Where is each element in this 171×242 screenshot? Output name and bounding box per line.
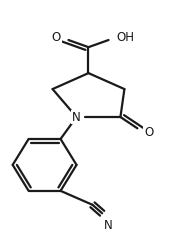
Text: O: O bbox=[144, 127, 154, 139]
Text: OH: OH bbox=[116, 31, 134, 44]
Text: N: N bbox=[72, 111, 81, 123]
Text: O: O bbox=[51, 31, 61, 44]
Text: N: N bbox=[104, 219, 113, 232]
